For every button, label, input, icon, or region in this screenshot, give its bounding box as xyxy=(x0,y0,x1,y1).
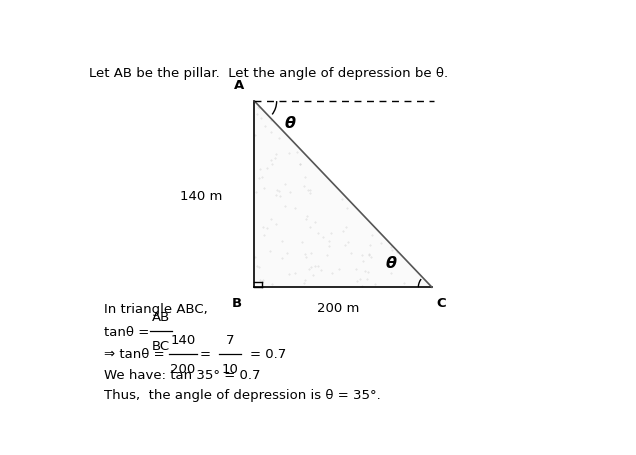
Text: AB: AB xyxy=(152,311,170,324)
Text: We have: tan 35° = 0.7: We have: tan 35° = 0.7 xyxy=(104,369,261,382)
Polygon shape xyxy=(254,102,432,288)
Text: =: = xyxy=(200,348,211,361)
Text: ⇒ tanθ =: ⇒ tanθ = xyxy=(104,348,165,361)
Text: 140 m: 140 m xyxy=(180,190,223,203)
Text: 7: 7 xyxy=(226,334,234,346)
Text: θ: θ xyxy=(284,116,295,131)
Text: C: C xyxy=(437,296,446,309)
Text: tanθ =: tanθ = xyxy=(104,325,149,338)
Text: BC: BC xyxy=(152,339,170,352)
Text: 200 m: 200 m xyxy=(317,302,359,314)
Text: Let AB be the pillar.  Let the angle of depression be θ.: Let AB be the pillar. Let the angle of d… xyxy=(89,67,448,80)
Text: B: B xyxy=(232,296,242,309)
Text: 200: 200 xyxy=(170,362,196,375)
Text: Thus,  the angle of depression is θ = 35°.: Thus, the angle of depression is θ = 35°… xyxy=(104,388,381,401)
Text: θ: θ xyxy=(385,255,396,270)
Text: In triangle ABC,: In triangle ABC, xyxy=(104,302,208,315)
Text: 140: 140 xyxy=(170,334,196,346)
Text: = 0.7: = 0.7 xyxy=(249,348,286,361)
Text: A: A xyxy=(235,78,245,91)
Text: 10: 10 xyxy=(221,362,238,375)
